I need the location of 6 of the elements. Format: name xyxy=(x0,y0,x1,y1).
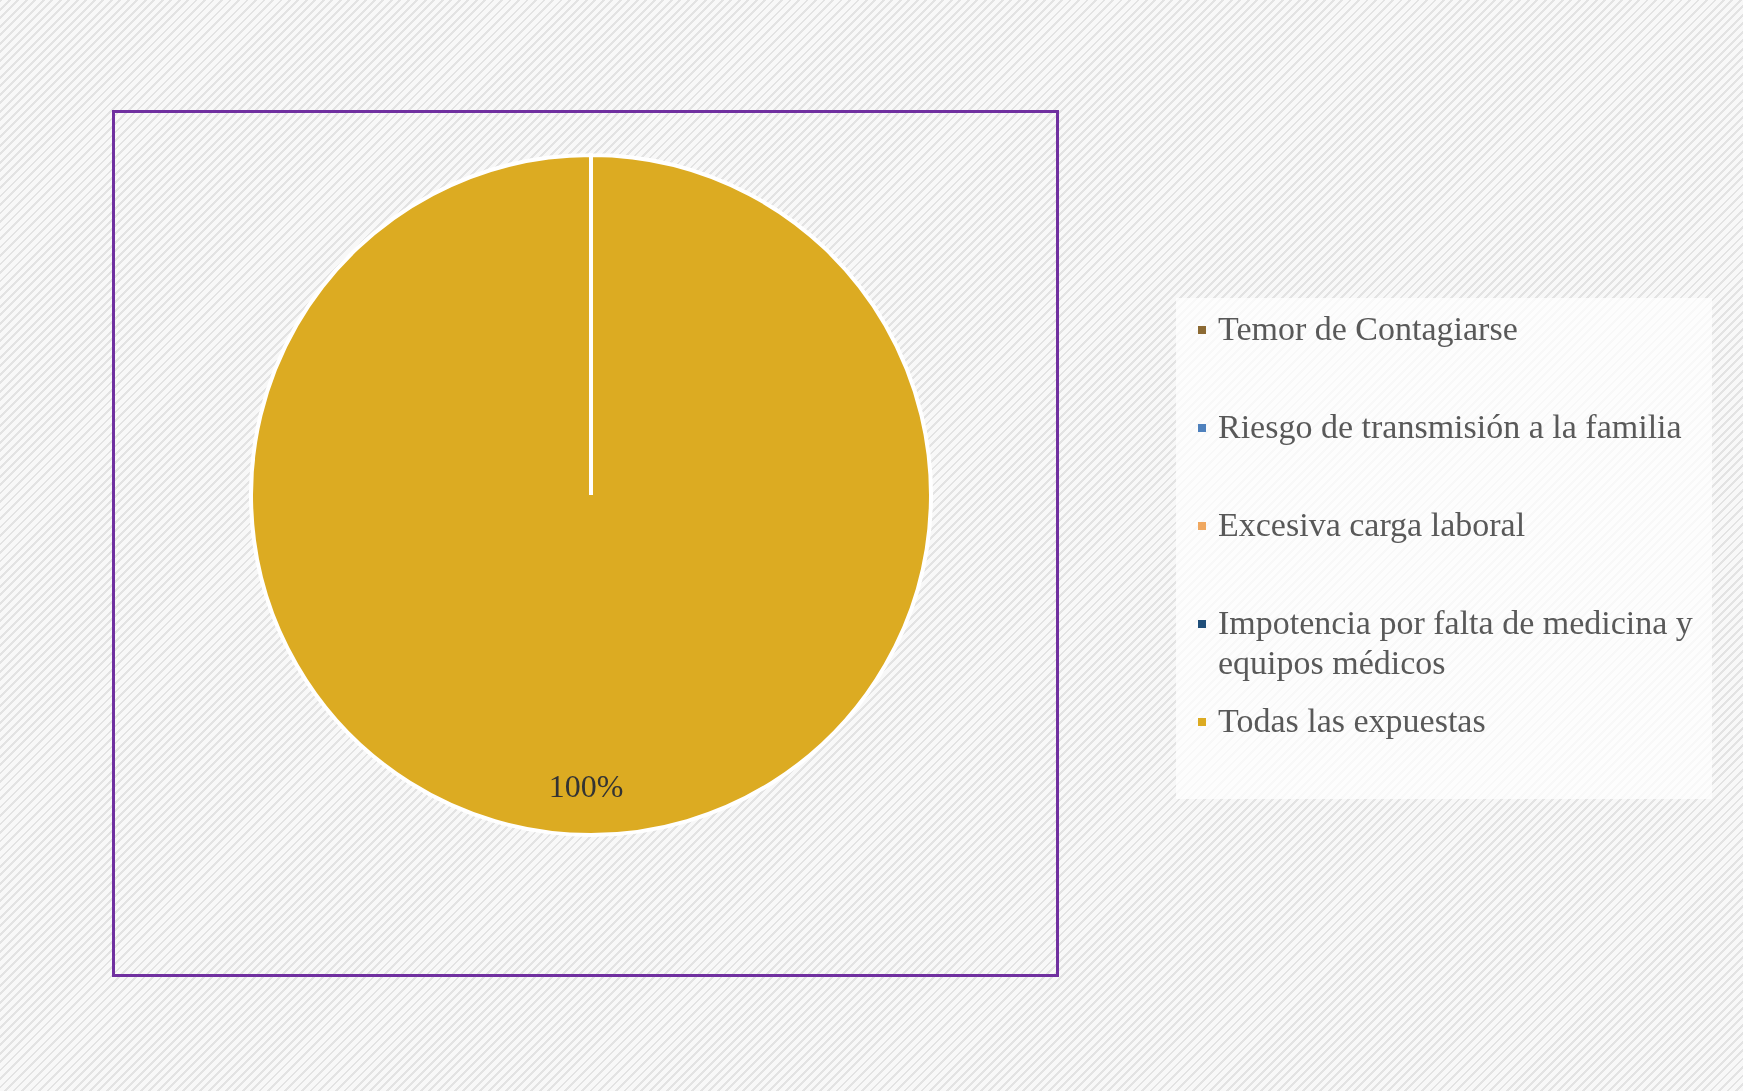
legend-label: Riesgo de transmisión a la familia xyxy=(1218,407,1682,447)
legend-label: Excesiva carga laboral xyxy=(1218,505,1526,545)
data-label: 100% xyxy=(548,767,624,804)
legend-label: Temor de Contagiarse xyxy=(1218,309,1518,349)
legend-label: Todas las expuestas xyxy=(1218,701,1486,741)
legend-label: Impotencia por falta de medicina y equipos médicos xyxy=(1218,603,1694,683)
